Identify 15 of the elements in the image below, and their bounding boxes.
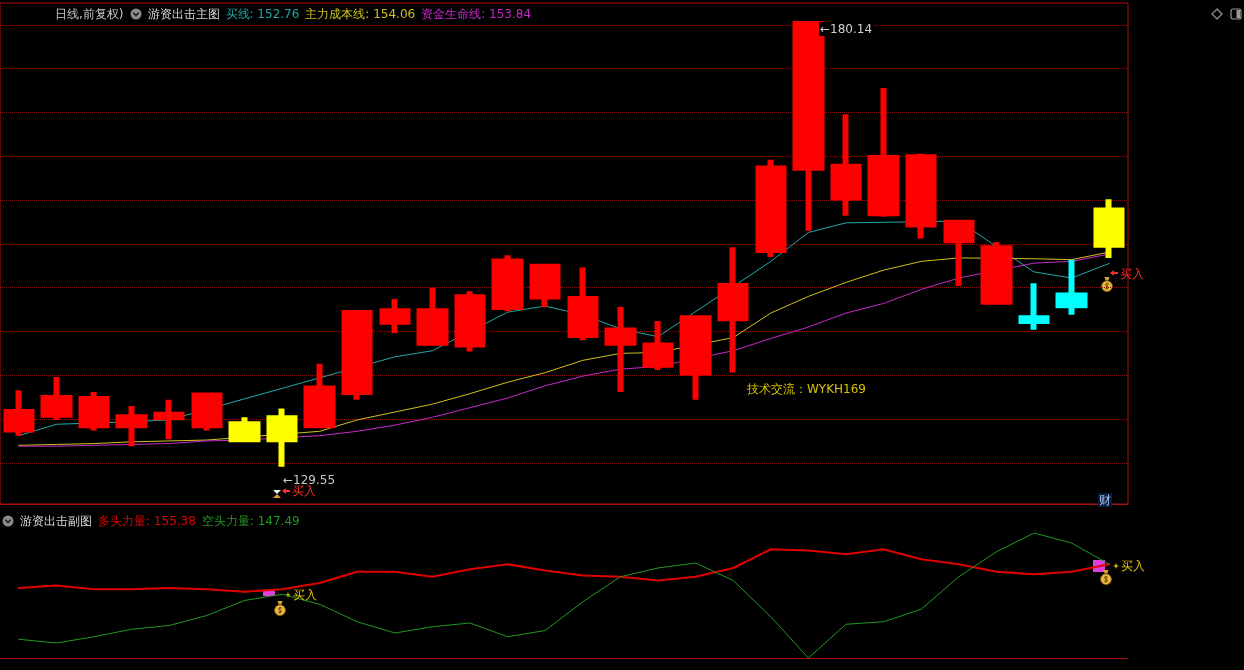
annotation: 买入 <box>1119 267 1145 281</box>
text: 主力成本线: 154.06 <box>305 7 416 21</box>
annotation: 技术交流：WYKH169 <box>746 382 867 396</box>
text: 资金生命线: 153.84 <box>421 7 532 21</box>
text: 多头力量: 155.38 <box>98 514 196 528</box>
annotation: ←180.14 <box>819 22 874 36</box>
annotation: 买入 <box>292 484 316 498</box>
chart-title: 游资出击副图 <box>20 514 92 528</box>
annotation: 财 <box>1098 493 1112 507</box>
chart-subtitle: 日线,前复权) <box>55 7 124 21</box>
text: 买线: 152.76 <box>225 7 300 21</box>
text: 空头力量: 147.49 <box>201 514 300 528</box>
annotation: 买入 <box>1120 559 1146 573</box>
chart-title: 游资出击主图 <box>147 7 220 21</box>
annotation: 买入 <box>292 588 318 602</box>
